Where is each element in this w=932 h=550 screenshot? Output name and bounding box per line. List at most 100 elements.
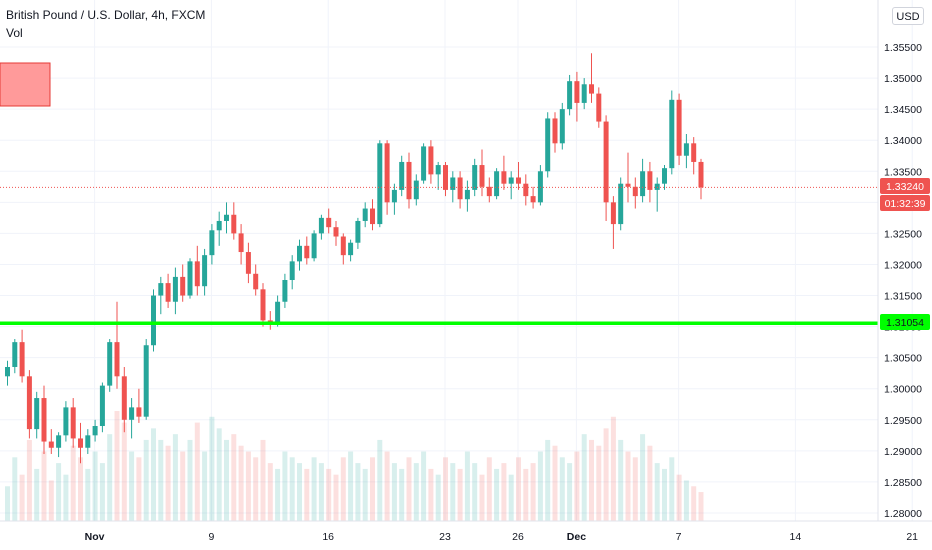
volume-bar (282, 451, 288, 521)
candle (530, 186, 536, 209)
volume-bar (676, 474, 682, 521)
volume-bar (494, 468, 500, 521)
volume-bar (12, 457, 18, 521)
price-tick-label: 1.29000 (884, 446, 922, 458)
volume-bar (530, 463, 536, 521)
candle (406, 152, 412, 209)
volume-bar (26, 439, 32, 521)
volume-bar (99, 463, 105, 521)
volume-bar (231, 434, 237, 521)
candle (413, 174, 419, 206)
candle (333, 220, 339, 246)
candle (326, 208, 332, 234)
candle (56, 432, 62, 458)
price-tick-label: 1.35500 (884, 42, 922, 54)
candle (508, 171, 514, 200)
last-price-tag: 1.33240 (880, 178, 930, 194)
candle (464, 180, 470, 212)
volume-bar (136, 457, 142, 521)
time-tick-label: 14 (790, 531, 802, 543)
volume-bar (48, 480, 54, 521)
candle (202, 248, 208, 296)
candle (691, 137, 697, 175)
candle (435, 161, 441, 190)
candle (318, 214, 324, 240)
candle (289, 255, 295, 290)
volume-bar (632, 457, 638, 521)
volume-bar (647, 445, 653, 521)
volume-bar (450, 463, 456, 521)
candle (34, 391, 40, 439)
price-tick-label: 1.31500 (884, 291, 922, 303)
candle (216, 211, 222, 246)
time-axis[interactable]: Nov 9 16 23 26 Dec 7 14 21 (85, 531, 919, 543)
candle (282, 273, 288, 308)
candle (70, 398, 76, 448)
candle (552, 112, 558, 153)
volume-bar (457, 468, 463, 521)
candle (537, 165, 543, 206)
candle (224, 202, 229, 234)
candle (19, 329, 25, 383)
volume-bar (355, 463, 361, 521)
candle (377, 140, 383, 228)
candle (99, 382, 105, 433)
candle (457, 171, 463, 209)
price-tick-label: 1.35000 (884, 73, 922, 85)
volume-bar (245, 451, 251, 521)
supply-zone-rectangle[interactable] (0, 62, 51, 107)
volume-bar (508, 474, 514, 521)
volume-bar (523, 468, 529, 521)
symbol-title[interactable]: British Pound / U.S. Dollar, 4h, FXCM (6, 8, 205, 22)
candle (340, 233, 346, 265)
candle (479, 149, 485, 197)
volume-bar (384, 451, 390, 521)
candle (472, 158, 478, 197)
volume-bar (326, 468, 332, 521)
volume-bar (545, 439, 551, 521)
candle (355, 217, 361, 249)
volume-bar (421, 451, 427, 521)
price-tick-label: 1.33500 (884, 166, 922, 178)
volume-bar (625, 451, 631, 521)
volume-bar (253, 457, 259, 521)
price-axis[interactable]: 1.355001.350001.345001.340001.335001.330… (884, 42, 922, 520)
price-tick-label: 1.34500 (884, 104, 922, 116)
volume-bar (640, 434, 646, 521)
volume-bar (559, 457, 565, 521)
volume-bar (34, 468, 40, 521)
candle (12, 339, 18, 374)
volume-bar (516, 457, 521, 521)
candle (610, 196, 616, 249)
volume-bar (143, 439, 149, 521)
currency-button[interactable]: USD (892, 7, 924, 25)
volume-bar (267, 463, 273, 521)
candle (253, 264, 259, 296)
candle (348, 239, 354, 262)
candle (41, 385, 47, 454)
volume-indicator-label[interactable]: Vol (6, 26, 23, 40)
price-tick-label: 1.30000 (884, 384, 922, 396)
candle (632, 177, 638, 209)
candle (618, 177, 624, 231)
price-tick-label: 1.34000 (884, 135, 922, 147)
last-price-label: 1.33240 (886, 181, 924, 193)
volume-bar (501, 463, 507, 521)
time-tick-label: 21 (906, 531, 918, 543)
volume-bar (70, 445, 76, 521)
volume-bar (683, 480, 689, 521)
price-tick-label: 1.30500 (884, 353, 922, 365)
candle (428, 140, 434, 184)
candle (114, 301, 120, 389)
volume-bar (574, 451, 580, 521)
candle (5, 360, 10, 386)
volume-bar (5, 486, 10, 521)
volume-bar (297, 463, 302, 521)
candle (698, 158, 704, 200)
volume-bar (151, 428, 156, 521)
volume-bar (216, 428, 222, 521)
volume-bar (589, 439, 594, 521)
candle (625, 152, 631, 203)
candle (559, 102, 565, 150)
